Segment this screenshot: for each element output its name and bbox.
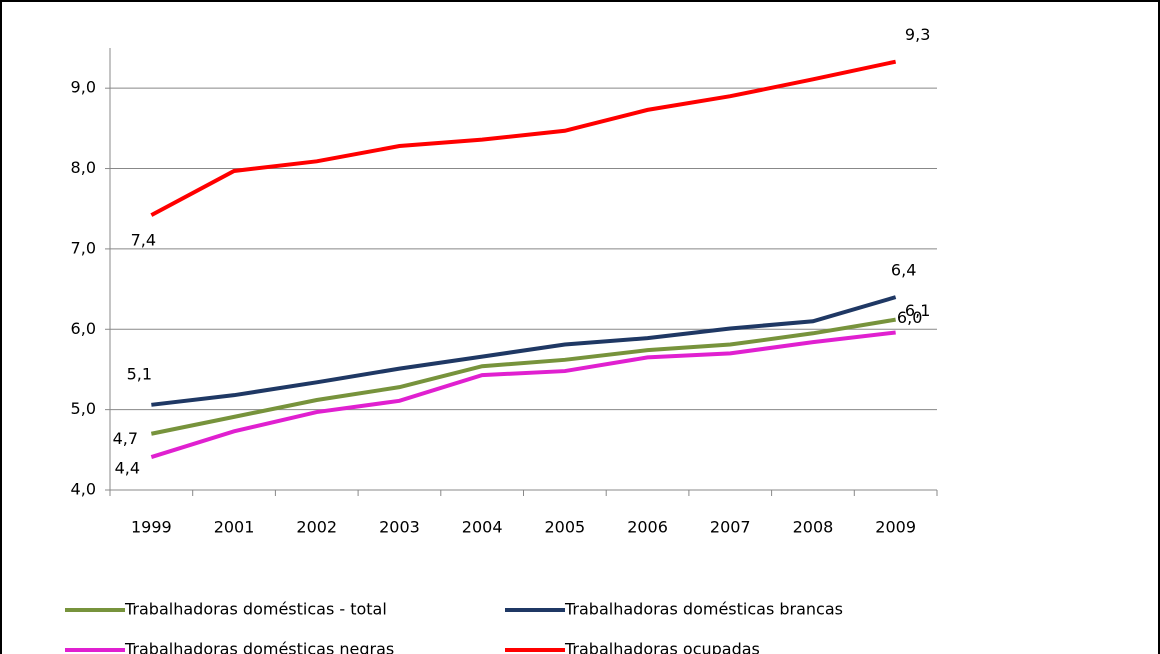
data-label: 6,1: [905, 301, 930, 320]
x-tick-label: 2004: [462, 518, 503, 537]
y-tick-label: 8,0: [71, 158, 96, 177]
y-tick-label: 7,0: [71, 238, 96, 257]
series-line: [150, 330, 896, 459]
data-label: 4,4: [115, 459, 140, 478]
y-tick-label: 9,0: [71, 78, 96, 97]
data-label: 4,7: [113, 429, 138, 448]
legend-label: Trabalhadoras domésticas negras: [124, 640, 394, 654]
x-tick-label: 2002: [296, 518, 337, 537]
x-tick-label: 2009: [875, 518, 916, 537]
data-label: 7,4: [131, 231, 156, 250]
x-tick-label: 2006: [627, 518, 668, 537]
x-tick-label: 2007: [710, 518, 751, 537]
y-tick-label: 6,0: [71, 319, 96, 338]
x-tick-label: 2005: [544, 518, 585, 537]
x-tick-label: 1999: [131, 518, 172, 537]
y-tick-label: 5,0: [71, 399, 96, 418]
legend-label: Trabalhadoras domésticas - total: [124, 600, 387, 619]
x-tick-label: 2008: [793, 518, 834, 537]
x-tick-label: 2001: [214, 518, 255, 537]
legend-label: Trabalhadoras domésticas brancas: [564, 600, 843, 619]
legend-label: Trabalhadoras ocupadas: [564, 640, 760, 654]
series-line: [150, 59, 897, 217]
data-label: 6,0: [897, 308, 922, 327]
series-line: [151, 295, 897, 407]
data-label: 5,1: [127, 364, 152, 383]
series-line: [150, 317, 896, 436]
data-label: 9,3: [905, 25, 930, 44]
data-label: 6,4: [891, 261, 916, 280]
y-tick-label: 4,0: [71, 480, 96, 499]
x-tick-label: 2003: [379, 518, 420, 537]
